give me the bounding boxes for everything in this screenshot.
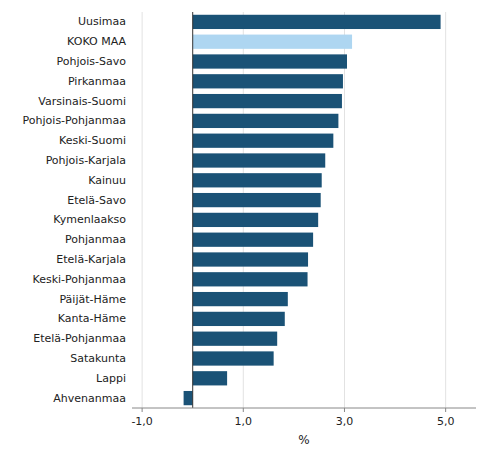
bar: [193, 74, 343, 88]
y-tick-label: Kainuu: [88, 174, 126, 187]
bar: [193, 332, 277, 346]
y-tick-label: Uusimaa: [78, 15, 126, 28]
bar: [193, 351, 274, 365]
x-tick-label: 1,0: [235, 415, 253, 428]
y-tick-label: Keski-Suomi: [59, 134, 126, 147]
grid-line: [344, 12, 345, 408]
bar: [193, 213, 318, 227]
bar: [193, 292, 288, 306]
y-tick-label: Pohjois-Karjala: [46, 154, 126, 167]
chart: Uusimaa KOKO MAA Pohjois-Savo Pirkanmaa Vars…: [0, 0, 492, 454]
bar: [184, 391, 193, 405]
grid-line: [243, 12, 244, 408]
bar: [193, 35, 352, 49]
y-tick-label: KOKO MAA: [67, 35, 126, 48]
bar: [193, 15, 441, 29]
x-axis-label: %: [298, 433, 309, 447]
grid-line: [142, 12, 143, 408]
bar: [193, 193, 321, 207]
y-tick-label: Kymenlaakso: [53, 213, 126, 226]
y-tick-label: Varsinais-Suomi: [38, 95, 126, 108]
bar: [193, 134, 334, 148]
x-ticks: -1,0 1,0 3,0 5,0: [131, 408, 454, 428]
y-tick-label: Keski-Pohjanmaa: [33, 273, 126, 286]
bar: [193, 252, 308, 266]
y-tick-label: Kanta-Häme: [58, 312, 126, 325]
y-tick-label: Pohjanmaa: [65, 233, 126, 246]
bar: [193, 272, 308, 286]
bar: [193, 153, 326, 167]
y-tick-labels: Uusimaa KOKO MAA Pohjois-Savo Pirkanmaa Vars…: [23, 15, 127, 404]
bar: [193, 312, 285, 326]
grid: [142, 12, 446, 408]
bar: [193, 371, 227, 385]
bars: [184, 15, 441, 405]
x-tick: [243, 408, 244, 412]
x-tick-label: 3,0: [336, 415, 354, 428]
x-tick: [445, 408, 446, 412]
y-tick-label: Päijät-Häme: [59, 293, 126, 306]
y-tick-label: Pirkanmaa: [68, 75, 126, 88]
y-tick-label: Ahvenanmaa: [53, 392, 126, 405]
bar: [193, 173, 322, 187]
x-axis-line: [132, 408, 476, 409]
y-tick-label: Satakunta: [70, 352, 126, 365]
bar: [193, 54, 347, 68]
x-tick-label: -1,0: [131, 415, 152, 428]
x-tick: [142, 408, 143, 412]
chart-container: Uusimaa KOKO MAA Pohjois-Savo Pirkanmaa Vars…: [0, 0, 492, 454]
y-tick-label: Etelä-Pohjanmaa: [33, 332, 126, 345]
bar: [193, 233, 313, 247]
grid-line: [445, 12, 446, 408]
y-tick-label: Etelä-Karjala: [56, 253, 126, 266]
y-tick-label: Pohjois-Savo: [57, 55, 127, 68]
x-tick-label: 5,0: [437, 415, 455, 428]
zero-line: [192, 12, 193, 408]
bar: [193, 114, 339, 128]
y-tick-label: Lappi: [96, 372, 126, 385]
y-tick-label: Etelä-Savo: [67, 194, 126, 207]
x-tick: [344, 408, 345, 412]
y-tick-label: Pohjois-Pohjanmaa: [23, 114, 126, 127]
bar: [193, 94, 342, 108]
